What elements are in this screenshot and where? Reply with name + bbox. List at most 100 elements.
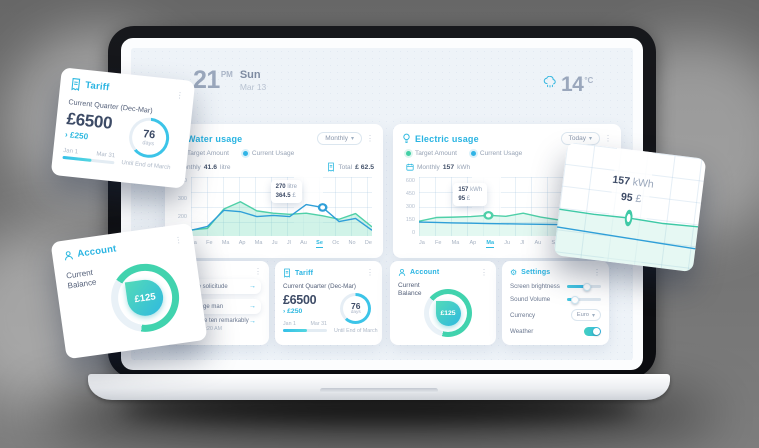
legend-label-current: Current Usage — [251, 150, 295, 157]
toggle-knob — [593, 328, 600, 335]
clock-day: Sun — [239, 69, 261, 81]
y-tick-label: 0 — [411, 230, 415, 236]
laptop-notch — [320, 388, 438, 393]
tariff-progress-fill — [283, 329, 308, 332]
floating-tariff-card: Tariff ⋮ Current Quarter (Dec-Mar) £6500… — [50, 67, 196, 189]
floating-chart-zoom-card: 157 kWh 95 £ — [553, 141, 707, 273]
clock: 21 PM Sun Mar 13 — [193, 68, 266, 93]
stat-unit: kWh — [457, 163, 471, 171]
kebab-menu-icon[interactable]: ⋮ — [175, 89, 185, 100]
slider-thumb[interactable] — [570, 295, 579, 304]
receipt-icon — [70, 77, 82, 92]
total-label: Total — [338, 163, 353, 171]
month-label[interactable]: Ma — [486, 240, 495, 248]
chevron-down-icon: ▾ — [588, 136, 592, 142]
notification-text: Increase solicitude — [178, 283, 228, 290]
x-axis: JaFeMaApMaJuJlAuSeOcNoDe — [191, 240, 372, 248]
kebab-menu-icon[interactable]: ⋮ — [480, 267, 488, 277]
delta-chevron-icon: › — [283, 308, 286, 315]
kebab-menu-icon[interactable]: ⋮ — [604, 133, 612, 143]
gear-icon: ⚙ — [510, 268, 518, 277]
legend-label-target: Target Amount — [187, 150, 229, 157]
target-legend-dot — [406, 151, 411, 156]
y-axis: 600 450 300 150 0 — [402, 178, 415, 236]
person-icon — [63, 249, 74, 261]
month-label[interactable]: Ap — [469, 240, 477, 246]
month-label[interactable]: Au — [300, 240, 307, 246]
slider-thumb[interactable] — [583, 282, 592, 291]
month-label[interactable]: Fe — [206, 240, 213, 246]
tariff-progress-bar — [283, 329, 327, 332]
receipt-icon — [283, 268, 291, 278]
month-label[interactable]: Fe — [435, 240, 442, 246]
panel-title: Electric usage — [415, 133, 479, 144]
dashboard-screen: ⋮ 21 PM Sun Mar 13 14 °C — [131, 48, 633, 360]
y-tick-label: 300 — [405, 204, 415, 210]
rain-cloud-icon — [543, 76, 557, 88]
kebab-menu-icon[interactable]: ⋮ — [366, 133, 374, 143]
chart-tooltip: 157 kWh 95 £ — [453, 183, 488, 207]
brightness-slider[interactable] — [567, 282, 601, 291]
temperature-value: 14 — [561, 73, 584, 96]
month-label[interactable]: Oc — [332, 240, 340, 246]
arrow-right-icon: → — [249, 318, 256, 325]
legend-label-current: Current Usage — [479, 150, 523, 157]
month-label[interactable]: Ap — [238, 240, 246, 246]
month-label[interactable]: Ma — [254, 240, 263, 246]
y-tick-label: 150 — [405, 217, 415, 223]
month-label[interactable]: Ju — [504, 240, 511, 246]
volume-label: Sound Volume — [510, 296, 551, 303]
weather-toggle[interactable] — [584, 327, 601, 336]
month-label[interactable]: Ma — [221, 240, 230, 246]
current-legend-dot — [242, 151, 248, 156]
month-label[interactable]: Ja — [419, 240, 425, 246]
settings-card: ⚙ Settings ⋮ Screen brightness Sound Vol… — [502, 261, 609, 345]
water-period-dropdown[interactable]: Monthly ▾ — [317, 132, 362, 145]
chevron-down-icon: ▾ — [591, 312, 595, 319]
month-label[interactable]: Au — [534, 240, 542, 246]
currency-dropdown[interactable]: Euro ▾ — [570, 309, 601, 321]
month-label[interactable]: Jl — [286, 240, 291, 246]
tariff-note: Until End of March — [334, 328, 378, 334]
lightbulb-icon — [402, 133, 411, 144]
card-title: Tariff — [84, 79, 110, 94]
card-title: Settings — [521, 269, 551, 276]
kebab-menu-icon[interactable]: ⋮ — [593, 267, 601, 277]
card-title: Account — [76, 243, 118, 260]
balance-gauge: £125 — [106, 259, 184, 337]
month-label[interactable]: Jl — [520, 240, 525, 246]
stat-label: Monthly — [178, 163, 201, 171]
tariff-amount: £6500 — [283, 293, 317, 307]
balance-label: Current Balance — [65, 267, 98, 291]
calendar-icon — [406, 163, 414, 171]
zoom-plot-area: 157 kWh 95 £ — [553, 141, 707, 273]
weather-label: Weather — [510, 328, 534, 335]
zoom-chart-svg — [553, 142, 707, 273]
laptop-base — [88, 374, 670, 400]
card-title: Tariff — [295, 269, 314, 277]
kebab-menu-icon[interactable]: ⋮ — [173, 234, 183, 245]
days-remaining-ring: 76 days — [340, 293, 372, 324]
water-stat-row: Monthly 41.6 litre Total £ 62.5 — [178, 162, 374, 172]
month-label[interactable]: Se — [316, 240, 323, 248]
month-label[interactable]: Ma — [451, 240, 460, 246]
chart-tooltip: 270 litre 364.5 £ — [270, 180, 302, 204]
month-label[interactable]: Ju — [271, 240, 278, 246]
y-tick-label: 600 — [405, 178, 415, 184]
tariff-delta: › £250 — [283, 308, 303, 315]
month-label[interactable]: De — [364, 240, 372, 246]
dropdown-value: Euro — [576, 312, 589, 318]
balance-label: Current Balance — [398, 282, 422, 298]
tariff-card: Tariff ⋮ Current Quarter (Dec-Mar) £6500… — [275, 261, 382, 345]
tariff-progress-fill — [62, 155, 92, 162]
chart-tooltip: 157 kWh 95 £ — [611, 173, 655, 206]
floating-account-card: Account ⋮ Current Balance £125 — [50, 222, 208, 360]
month-label[interactable]: No — [348, 240, 356, 246]
account-card: Account ⋮ Current Balance £125 — [390, 261, 496, 345]
kebab-menu-icon[interactable]: ⋮ — [366, 268, 374, 277]
dropdown-value: Monthly — [325, 135, 348, 142]
kebab-menu-icon[interactable]: ⋮ — [254, 267, 262, 276]
volume-slider[interactable] — [567, 295, 601, 304]
y-tick-label: 200 — [177, 214, 187, 220]
water-chart: 400300200 270 litre 364.5 £ JaFeMaApMaJu… — [174, 175, 374, 249]
